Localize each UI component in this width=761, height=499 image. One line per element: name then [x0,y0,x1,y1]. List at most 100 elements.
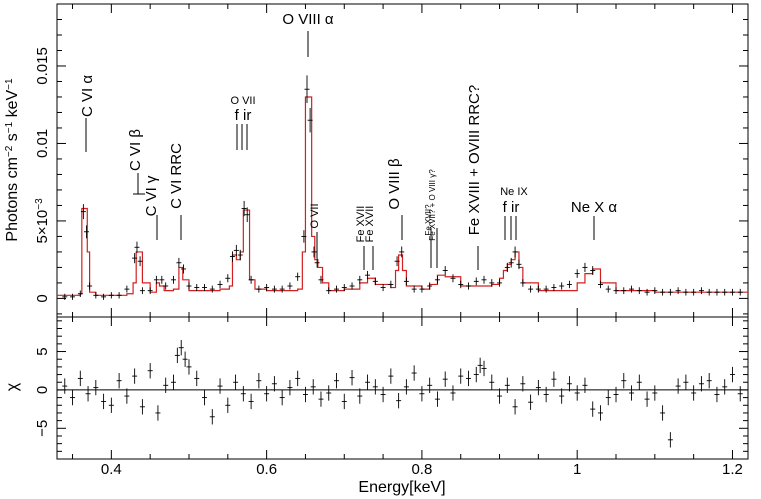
residual-point [660,405,666,421]
spectrum-point [87,282,93,290]
spectrum-point [139,287,145,295]
residual-point [264,386,270,402]
spectrum-point [512,246,518,258]
residual-point [170,374,176,390]
spectrum-point [489,279,495,287]
residual-point [233,374,239,390]
residual-point [271,376,277,392]
residual-point [419,386,425,402]
residual-point [186,359,192,375]
bot-ytick-label: −5 [34,420,51,437]
spectrum-y-axis-label: Photons cm−2 s−1 keV−1 [4,78,22,242]
spectrum-point [528,285,534,293]
spectrum-point [202,283,208,292]
spectrum-data-group [62,75,743,300]
annotation-label: O VIII β [386,158,403,210]
spectrum-point [667,288,673,296]
spectrum-point [691,288,697,296]
spectrum-point [652,287,658,295]
spectrum-point [504,262,510,273]
spectrum-point [314,257,320,268]
residual-axis-ticks: −5 0 5 0.4 0.6 0.8 1 1.2 [34,317,748,478]
spectrum-point [244,207,250,223]
residual-point [202,389,208,406]
spectrum-point [419,285,425,293]
residual-point [566,376,572,392]
spectrum-point [176,257,182,268]
residual-point [116,373,122,389]
residual-point [357,388,363,404]
residual-point [163,377,169,393]
ylabel-part-4: −1 [4,121,15,133]
annotation-label: C VI RRC [168,143,185,209]
spectrum-point [170,275,176,284]
spectrum-point [497,279,503,287]
spectrum-point [194,283,200,292]
spectrum-point [644,288,650,296]
spectrum-point [399,246,405,258]
residual-point [341,393,347,410]
spectrum-point [481,275,487,284]
residual-point [139,399,145,415]
spectrum-point [84,225,90,239]
residual-point [326,385,332,401]
residual-point [465,370,471,387]
spectrum-point [590,266,596,275]
spectrum-point [372,277,378,286]
spectrum-point [93,292,99,299]
residual-point [613,386,619,403]
spectrum-point [116,292,122,299]
residual-point [248,393,254,410]
spectrum-point [229,251,235,262]
spectrum-point [163,282,169,290]
spectrum-point [279,285,285,293]
residual-point [70,389,76,406]
spectrum-point [124,285,130,293]
spectrum-point [349,282,355,290]
spectrum-point [304,75,310,104]
residual-point [706,373,712,389]
spectrum-point [434,275,440,284]
spectrum-point [326,287,332,295]
residual-point [372,379,378,395]
spectrum-point [357,275,363,284]
spectrum-point [621,287,627,295]
residual-point [458,368,464,384]
spectrum-point [341,283,347,292]
spectrum-point [729,288,735,296]
residual-point [147,363,153,379]
spectrum-point [403,277,409,286]
residual-point [334,373,340,389]
spectrum-point [271,285,277,293]
annotation-label: Fe XVII? + O VIII γ? [428,169,437,241]
annotation-label: C VI β [127,129,144,171]
residual-point [310,379,316,395]
residual-point [477,357,483,374]
spectrum-point [543,285,549,293]
spectrum-point [473,277,479,286]
residual-point [182,351,188,367]
residual-point [698,376,704,392]
residual-point [520,376,526,392]
residual-point [675,378,681,394]
residual-point [256,373,262,389]
residual-point [551,371,557,387]
residual-point [535,379,541,396]
residual-point [365,374,371,390]
spectrum-point [132,253,138,264]
annotation-label: C VI α [79,75,96,117]
residual-point [77,370,83,387]
residual-point [714,386,720,403]
spectrum-point [153,275,159,284]
spectrum-point [248,275,254,284]
residual-point [132,368,138,384]
spectrum-point [307,108,313,133]
residual-point [450,385,456,401]
residual-point [504,377,510,393]
spectrum-point [186,282,192,290]
annotation-label: Fe XVIII + OVIII RRC? [466,85,483,235]
spectrum-point [108,292,114,299]
residual-point [380,386,386,403]
residual-data-group [62,340,743,448]
